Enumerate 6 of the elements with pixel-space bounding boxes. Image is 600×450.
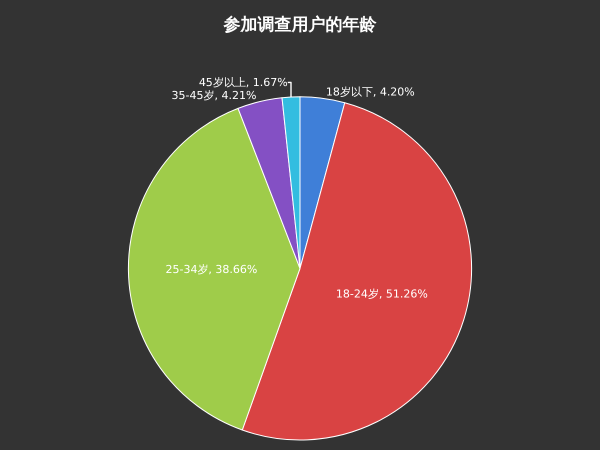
slice-label: 18岁以下, 4.20% xyxy=(326,85,415,98)
chart-title: 参加调查用户的年龄 xyxy=(222,14,378,35)
slice-label: 25-34岁, 38.66% xyxy=(165,263,258,276)
slice-label: 35-45岁, 4.21% xyxy=(172,88,256,102)
slice-label: 18-24岁, 51.26% xyxy=(336,288,428,301)
slice-label: 45岁以上, 1.67% xyxy=(198,76,288,89)
